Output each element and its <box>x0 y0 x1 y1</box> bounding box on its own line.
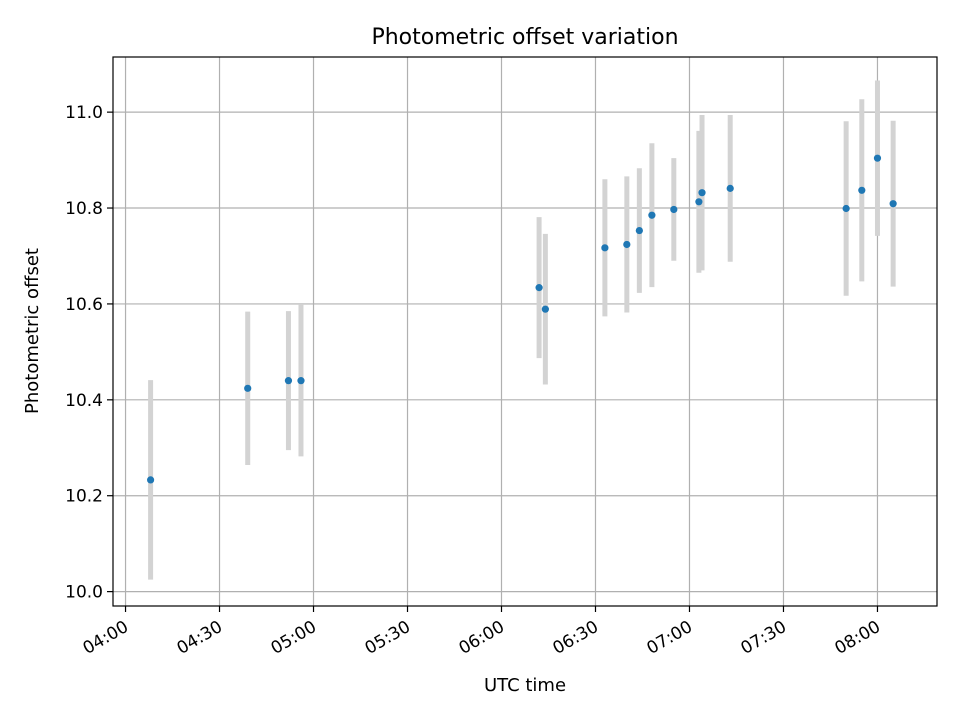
x-tick-label: 06:00 <box>456 617 508 659</box>
x-tick-label: 07:30 <box>738 617 790 659</box>
x-tick-label: 04:00 <box>80 617 132 659</box>
data-points <box>146 154 897 484</box>
plot-frame <box>112 56 938 607</box>
x-axis-label: UTC time <box>484 675 566 696</box>
data-point <box>889 200 897 208</box>
ticks: 04:00 04:30 05:00 05:30 06:00 06:30 07:00 07:30… <box>65 103 884 659</box>
data-point <box>541 305 549 313</box>
data-point <box>726 184 734 192</box>
x-tick-label: 05:00 <box>268 617 320 659</box>
data-point <box>648 211 656 219</box>
error-bars <box>148 80 896 580</box>
data-point <box>244 384 252 392</box>
data-point <box>695 198 703 206</box>
x-tick-label: 04:30 <box>174 617 226 659</box>
y-tick-label: 10.0 <box>65 583 103 603</box>
data-point <box>297 377 305 385</box>
data-point <box>858 186 866 194</box>
data-point <box>146 476 155 484</box>
data-point <box>873 154 882 162</box>
data-point <box>635 226 643 235</box>
data-point <box>698 189 706 197</box>
y-axis-label: Photometric offset <box>22 248 43 414</box>
data-point <box>842 204 850 213</box>
data-point <box>670 205 678 214</box>
y-tick-label: 10.4 <box>65 391 103 411</box>
y-tick-label: 11.0 <box>65 103 103 123</box>
data-point <box>623 240 631 249</box>
grid <box>113 57 937 606</box>
x-tick-label: 06:30 <box>550 617 602 659</box>
data-point <box>284 377 293 385</box>
data-point <box>601 244 609 252</box>
x-tick-label: 05:30 <box>362 617 414 659</box>
data-point <box>535 284 543 292</box>
x-tick-label: 07:00 <box>644 617 696 659</box>
y-tick-label: 10.2 <box>65 487 103 507</box>
y-tick-label: 10.6 <box>65 295 103 315</box>
y-tick-label: 10.8 <box>65 199 103 219</box>
x-tick-label: 08:00 <box>832 617 884 659</box>
chart-title: Photometric offset variation <box>371 25 678 50</box>
